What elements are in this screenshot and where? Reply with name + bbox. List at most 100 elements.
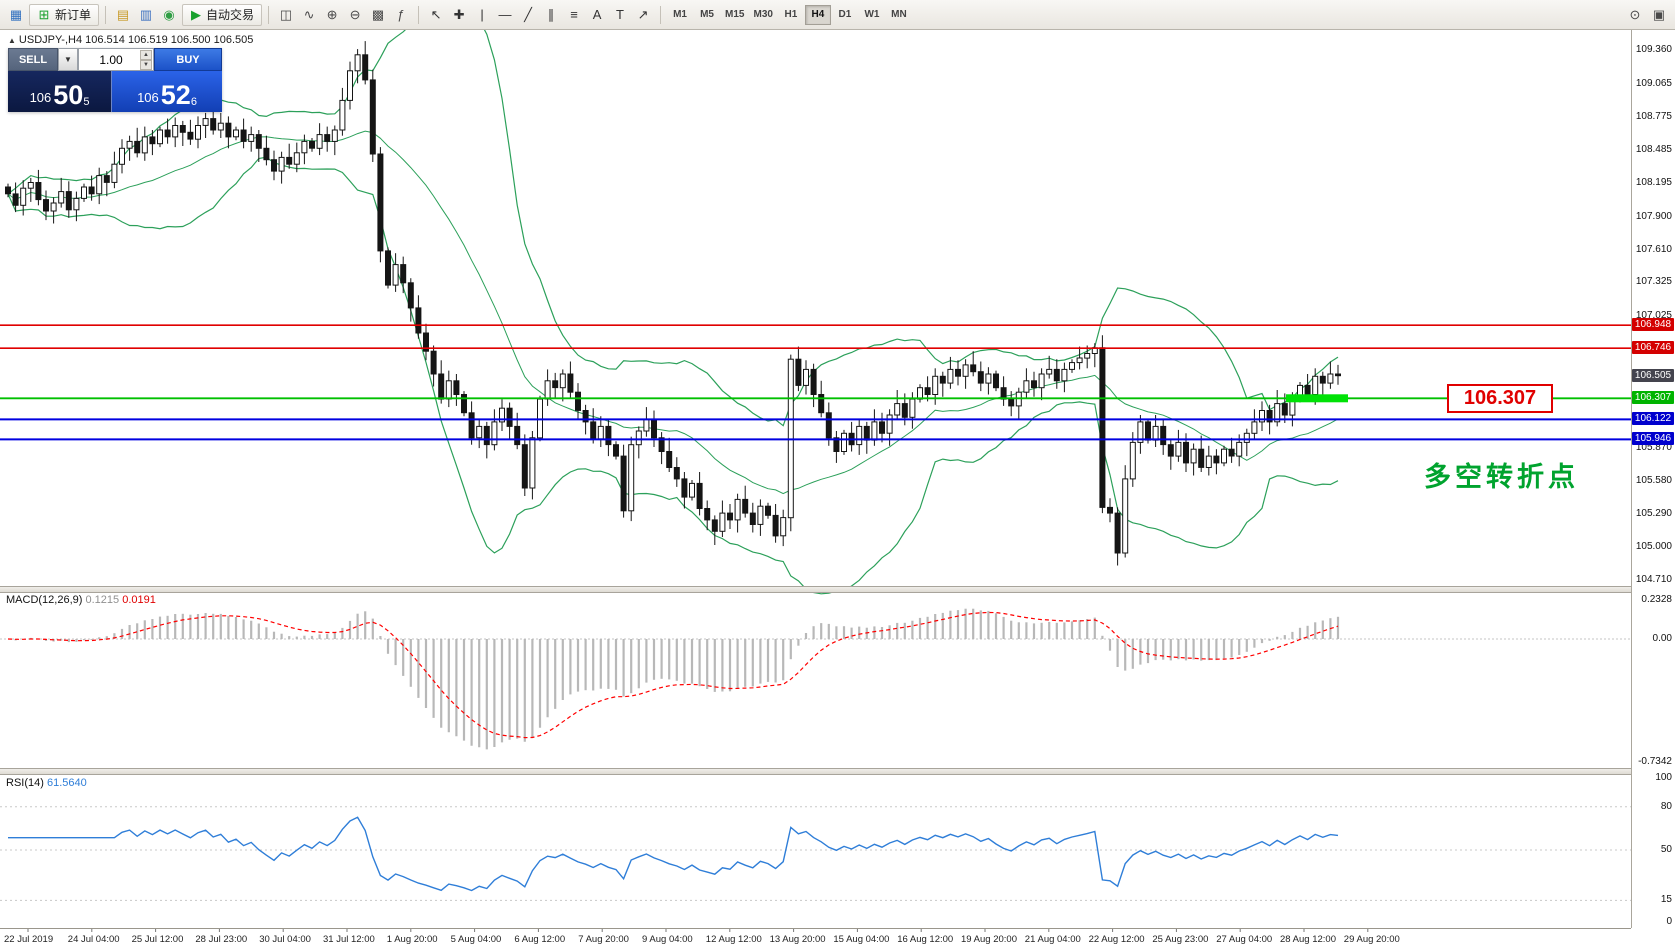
rsi-value: 61.5640 (46, 777, 87, 789)
data-window-icon[interactable]: ▥ (139, 6, 153, 22)
rsi-scale-label: 15 (1660, 894, 1672, 906)
timeframe-H4[interactable]: H4 (804, 4, 831, 25)
buy-button[interactable]: BUY (154, 48, 222, 71)
toolbar-separator (418, 5, 420, 24)
navigator-icon[interactable]: ◉ (163, 6, 175, 22)
crosshair-icon[interactable]: ✚ (453, 6, 465, 22)
price-scale-border (1631, 30, 1632, 928)
time-label: 28 Aug 12:00 (1280, 934, 1336, 945)
fibonacci-icon[interactable]: ≡ (570, 7, 578, 22)
toolbar-chart-group: ◫ ∿ ⊕ ⊖ ▩ ƒ (275, 5, 412, 25)
timeframe-W1[interactable]: W1 (859, 5, 885, 25)
timeframe-M1[interactable]: M1 (667, 5, 693, 25)
macd-signal-value: 0.0191 (122, 594, 156, 606)
price-alert-label[interactable]: 106.307 (1447, 384, 1553, 413)
timeframe-H1[interactable]: H1 (778, 5, 804, 25)
timeframe-M30[interactable]: M30 (749, 5, 776, 25)
text-icon[interactable]: A (592, 7, 602, 22)
main-toolbar: ▦ ⊞ 新订单 ▤ ▥ ◉ ▶ 自动交易 ◫ ∿ ⊕ ⊖ ▩ ƒ ↖ ✚ | — ╱ ∥ ≡ A T ↗ M1 M… (0, 0, 1675, 30)
rsi-panel-divider[interactable] (0, 768, 1631, 775)
time-label: 25 Jul 12:00 (131, 934, 184, 945)
time-label: 22 Aug 12:00 (1088, 934, 1145, 945)
symbol-ohlc-text: USDJPY-,H4 106.514 106.519 106.500 106.5… (18, 34, 254, 46)
macd-name: MACD(12,26,9) (6, 594, 83, 606)
rsi-indicator-label: RSI(14) 61.5640 (6, 777, 87, 789)
timeframe-D1[interactable]: D1 (832, 5, 858, 25)
new-order-label: 新订单 (55, 8, 92, 22)
price-tick: 105.870 (1635, 442, 1672, 454)
timeframe-MN[interactable]: MN (886, 5, 912, 25)
ask-main: 106 (137, 90, 159, 105)
sell-button[interactable]: SELL (8, 48, 58, 71)
symbol-info: ▲ USDJPY-,H4 106.514 106.519 106.500 106.… (8, 34, 253, 46)
rsi-scale-label: 50 (1660, 844, 1672, 855)
indicators-icon[interactable]: ƒ (397, 7, 405, 22)
auto-trading-label: 自动交易 (206, 8, 255, 22)
sell-price-panel[interactable]: 106 50 5 (8, 71, 112, 112)
timeframe-M15[interactable]: M15 (721, 5, 748, 25)
price-badge: 106.122 (1632, 412, 1674, 426)
auto-trading-button[interactable]: ▶ 自动交易 (182, 3, 263, 26)
time-label: 27 Aug 04:00 (1216, 934, 1273, 945)
time-label: 16 Aug 12:00 (897, 934, 954, 945)
vertical-line-icon[interactable]: | (480, 7, 484, 22)
line-chart-icon[interactable]: ∿ (303, 6, 315, 22)
buy-price-panel[interactable]: 106 52 6 (112, 71, 222, 112)
bid-big: 50 (53, 80, 84, 110)
new-order-icon: ⊞ (38, 6, 50, 22)
toolbar-drawing-group: ↖ ✚ | — ╱ ∥ ≡ A T ↗ (425, 5, 654, 25)
collapse-icon[interactable]: ▲ (8, 36, 16, 45)
ask-big: 52 (160, 80, 191, 110)
price-badge: 106.948 (1632, 318, 1674, 332)
rsi-name: RSI(14) (6, 777, 44, 789)
trendline-icon[interactable]: ╱ (524, 6, 532, 22)
candlestick-chart-icon[interactable]: ◫ (279, 6, 293, 22)
time-label: 19 Aug 20:00 (961, 934, 1017, 945)
rsi-scale-label: 100 (1655, 772, 1672, 783)
toolbar-right-group: ⊙ ▣ (1624, 5, 1670, 25)
volume-increase-icon[interactable]: ▲ (140, 50, 152, 60)
bid-main: 106 (29, 90, 52, 105)
arrows-icon[interactable]: ↗ (637, 6, 649, 22)
search-icon[interactable]: ⊙ (1629, 6, 1641, 22)
volume-field: ▲ ▼ (78, 48, 154, 71)
time-label: 30 Jul 04:00 (259, 934, 311, 945)
macd-indicator-label: MACD(12,26,9) 0.1215 0.0191 (6, 594, 156, 606)
volume-decrease-icon[interactable]: ▼ (140, 60, 152, 70)
price-badge: 106.746 (1632, 341, 1674, 355)
toolbar-panels-group: ▤ ▥ ◉ (112, 5, 180, 25)
time-label: 9 Aug 04:00 (642, 934, 693, 945)
toolbar-separator (105, 5, 107, 24)
toolbar-separator (660, 5, 662, 24)
time-label: 1 Aug 20:00 (386, 934, 438, 945)
app-icon: ▦ (9, 6, 23, 22)
price-tick: 109.065 (1635, 77, 1672, 89)
cursor-icon[interactable]: ↖ (430, 6, 442, 22)
price-tick: 105.580 (1635, 475, 1672, 487)
volume-input[interactable] (79, 49, 153, 70)
grid-icon[interactable]: ▩ (371, 6, 385, 22)
time-scale[interactable]: 22 Jul 2019 24 Jul 04:00 25 Jul 12:00 28 Ju… (0, 928, 1631, 949)
ask-sup: 6 (190, 96, 197, 108)
rsi-scale-label: 0 (1666, 916, 1672, 927)
timeframe-M5[interactable]: M5 (694, 5, 720, 25)
label-icon[interactable]: T (616, 7, 624, 22)
order-type-dropdown[interactable]: ▼ (58, 48, 78, 71)
macd-scale-label: 0.00 (1652, 633, 1672, 644)
price-tick: 108.485 (1635, 143, 1672, 155)
price-tick: 108.775 (1635, 110, 1672, 122)
zoom-in-icon[interactable]: ⊕ (326, 6, 338, 22)
macd-panel-divider[interactable] (0, 586, 1631, 593)
new-order-button[interactable]: ⊞ 新订单 (29, 3, 100, 26)
horizontal-line-icon[interactable]: — (498, 7, 512, 22)
new-window-icon[interactable]: ▣ (1652, 6, 1666, 22)
bid-sup: 5 (83, 96, 90, 108)
price-scale[interactable]: 109.360 109.065 108.775 108.485 108.195 107.9… (1632, 0, 1675, 949)
zoom-out-icon[interactable]: ⊖ (349, 6, 361, 22)
market-watch-icon[interactable]: ▤ (116, 6, 130, 22)
timeframe-group: M1 M5 M15 M30 H1 H4 D1 W1 MN (667, 4, 912, 25)
channel-icon[interactable]: ∥ (547, 6, 555, 22)
price-tick: 108.195 (1635, 177, 1672, 189)
